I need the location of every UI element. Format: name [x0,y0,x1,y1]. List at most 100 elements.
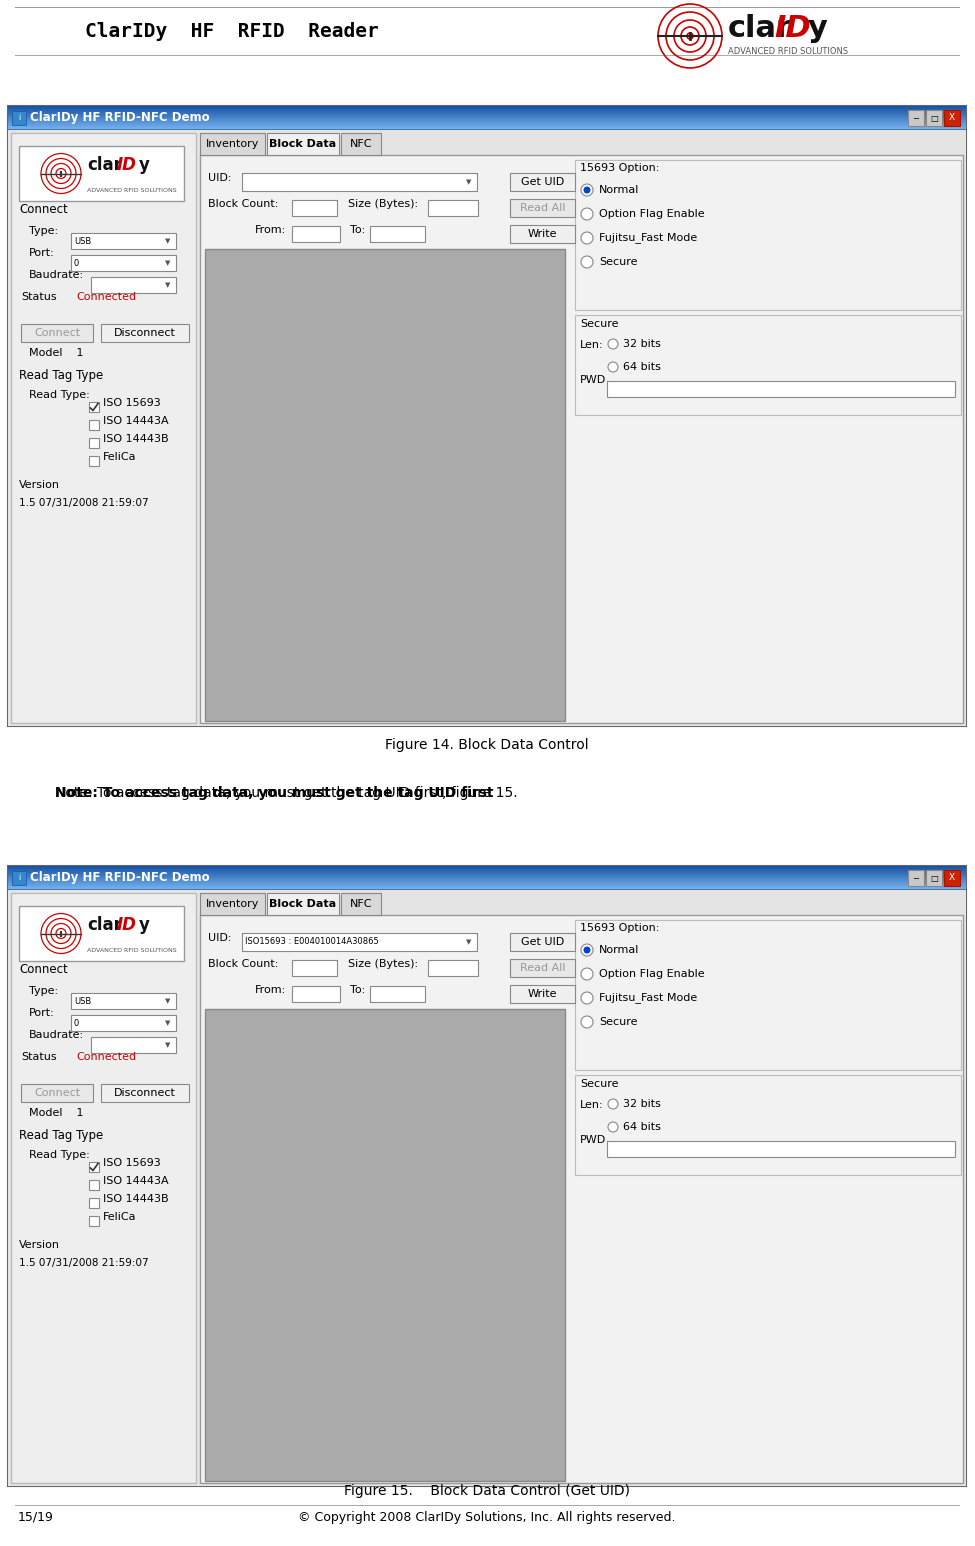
Text: Version: Version [19,479,60,490]
Text: Len:: Len: [580,340,604,349]
Text: ─: ─ [914,113,918,122]
Text: ▼: ▼ [166,999,171,1003]
Bar [370,226,425,243]
Bar [292,226,340,243]
Text: Disconnect: Disconnect [114,328,176,339]
Text: Type:: Type: [29,986,58,996]
Text: Connect: Connect [19,203,67,216]
Bar [926,110,942,127]
Text: Read Type:: Read Type: [29,1150,90,1160]
Text: Block Count:: Block Count: [208,959,279,969]
Bar [292,960,337,976]
Bar [428,960,478,976]
Bar [926,870,942,886]
Circle shape [581,257,593,267]
Circle shape [608,339,618,349]
Text: ISO 15693: ISO 15693 [103,1158,161,1167]
Text: 32 bits: 32 bits [623,339,661,349]
Text: 32 bits: 32 bits [623,1099,661,1108]
Text: Fujitsu_Fast Mode: Fujitsu_Fast Mode [599,232,697,243]
Text: Write: Write [527,229,558,240]
Text: UID:: UID: [208,173,231,182]
Bar [89,421,99,430]
Text: Connect: Connect [34,1088,80,1098]
Text: Model    1: Model 1 [29,1108,84,1118]
Text: ▼: ▼ [166,1020,171,1027]
Text: Get UID: Get UID [521,176,565,187]
Circle shape [581,993,593,1003]
Bar [510,199,575,216]
Bar [575,1074,961,1175]
Text: Figure 15.    Block Data Control (Get UID): Figure 15. Block Data Control (Get UID) [344,1484,630,1498]
Text: Port:: Port: [29,1008,55,1017]
Text: Read Type:: Read Type: [29,390,90,400]
Text: Option Flag Enable: Option Flag Enable [599,209,705,220]
Text: ADVANCED RFID SOLUTIONS: ADVANCED RFID SOLUTIONS [728,46,848,56]
Text: 64 bits: 64 bits [623,362,661,373]
Text: FeliCa: FeliCa [103,451,136,462]
Text: 0: 0 [74,1019,79,1028]
Bar [71,255,176,271]
Text: 0: 0 [74,258,79,267]
Circle shape [608,1122,618,1132]
Text: Block Data: Block Data [269,900,336,909]
Bar [944,870,960,886]
Bar [908,870,924,886]
Circle shape [581,232,593,244]
Bar [200,894,265,915]
Text: USB: USB [74,997,92,1005]
Circle shape [584,187,590,193]
Bar [510,985,575,1003]
Text: To:: To: [350,226,366,235]
Bar [242,932,477,951]
Bar [19,906,184,962]
Text: y: y [139,156,150,175]
Circle shape [608,362,618,373]
Text: From:: From: [255,985,287,996]
Text: ADVANCED RFID SOLUTIONS: ADVANCED RFID SOLUTIONS [87,189,176,193]
Text: Version: Version [19,1240,60,1251]
Bar [21,1084,93,1102]
Text: Connect: Connect [34,328,80,339]
Text: Baudrate:: Baudrate: [29,1030,84,1040]
Text: Inventory: Inventory [206,900,259,909]
Text: NFC: NFC [350,900,372,909]
Bar [89,1163,99,1172]
Text: © Copyright 2008 ClarIDy Solutions, Inc. All rights reserved.: © Copyright 2008 ClarIDy Solutions, Inc.… [298,1510,676,1524]
Text: y: y [808,14,828,43]
Text: UID:: UID: [208,932,231,943]
Text: Size (Bytes):: Size (Bytes): [348,199,418,209]
Text: ▼: ▼ [166,260,171,266]
Circle shape [581,184,593,196]
Circle shape [581,968,593,980]
Text: ID: ID [117,156,137,175]
Text: Disconnect: Disconnect [114,1088,176,1098]
Text: Secure: Secure [599,1017,638,1027]
Text: 15693 Option:: 15693 Option: [580,923,659,932]
Text: Normal: Normal [599,186,640,195]
Text: ISO 15693: ISO 15693 [103,397,161,408]
Bar [205,1010,565,1481]
Bar [89,1198,99,1207]
Text: ClarIDy HF RFID-NFC Demo: ClarIDy HF RFID-NFC Demo [30,872,210,884]
Bar [267,894,339,915]
Bar [510,173,575,192]
Text: X: X [949,873,956,883]
Text: Size (Bytes):: Size (Bytes): [348,959,418,969]
Text: 1.5 07/31/2008 21:59:07: 1.5 07/31/2008 21:59:07 [19,1258,148,1268]
Bar [11,894,196,1483]
Text: i: i [18,873,20,883]
Text: Read Tag Type: Read Tag Type [19,369,103,382]
Circle shape [581,1016,593,1028]
Circle shape [584,948,590,952]
Bar [200,155,963,724]
Text: Connected: Connected [76,1051,136,1062]
Bar [575,159,961,311]
Bar [292,199,337,216]
Text: Len:: Len: [580,1101,604,1110]
Text: ISO 14443B: ISO 14443B [103,1194,169,1204]
Text: NFC: NFC [350,139,372,148]
Bar [89,1180,99,1190]
Text: i: i [18,113,20,122]
Text: Secure: Secure [580,318,618,329]
